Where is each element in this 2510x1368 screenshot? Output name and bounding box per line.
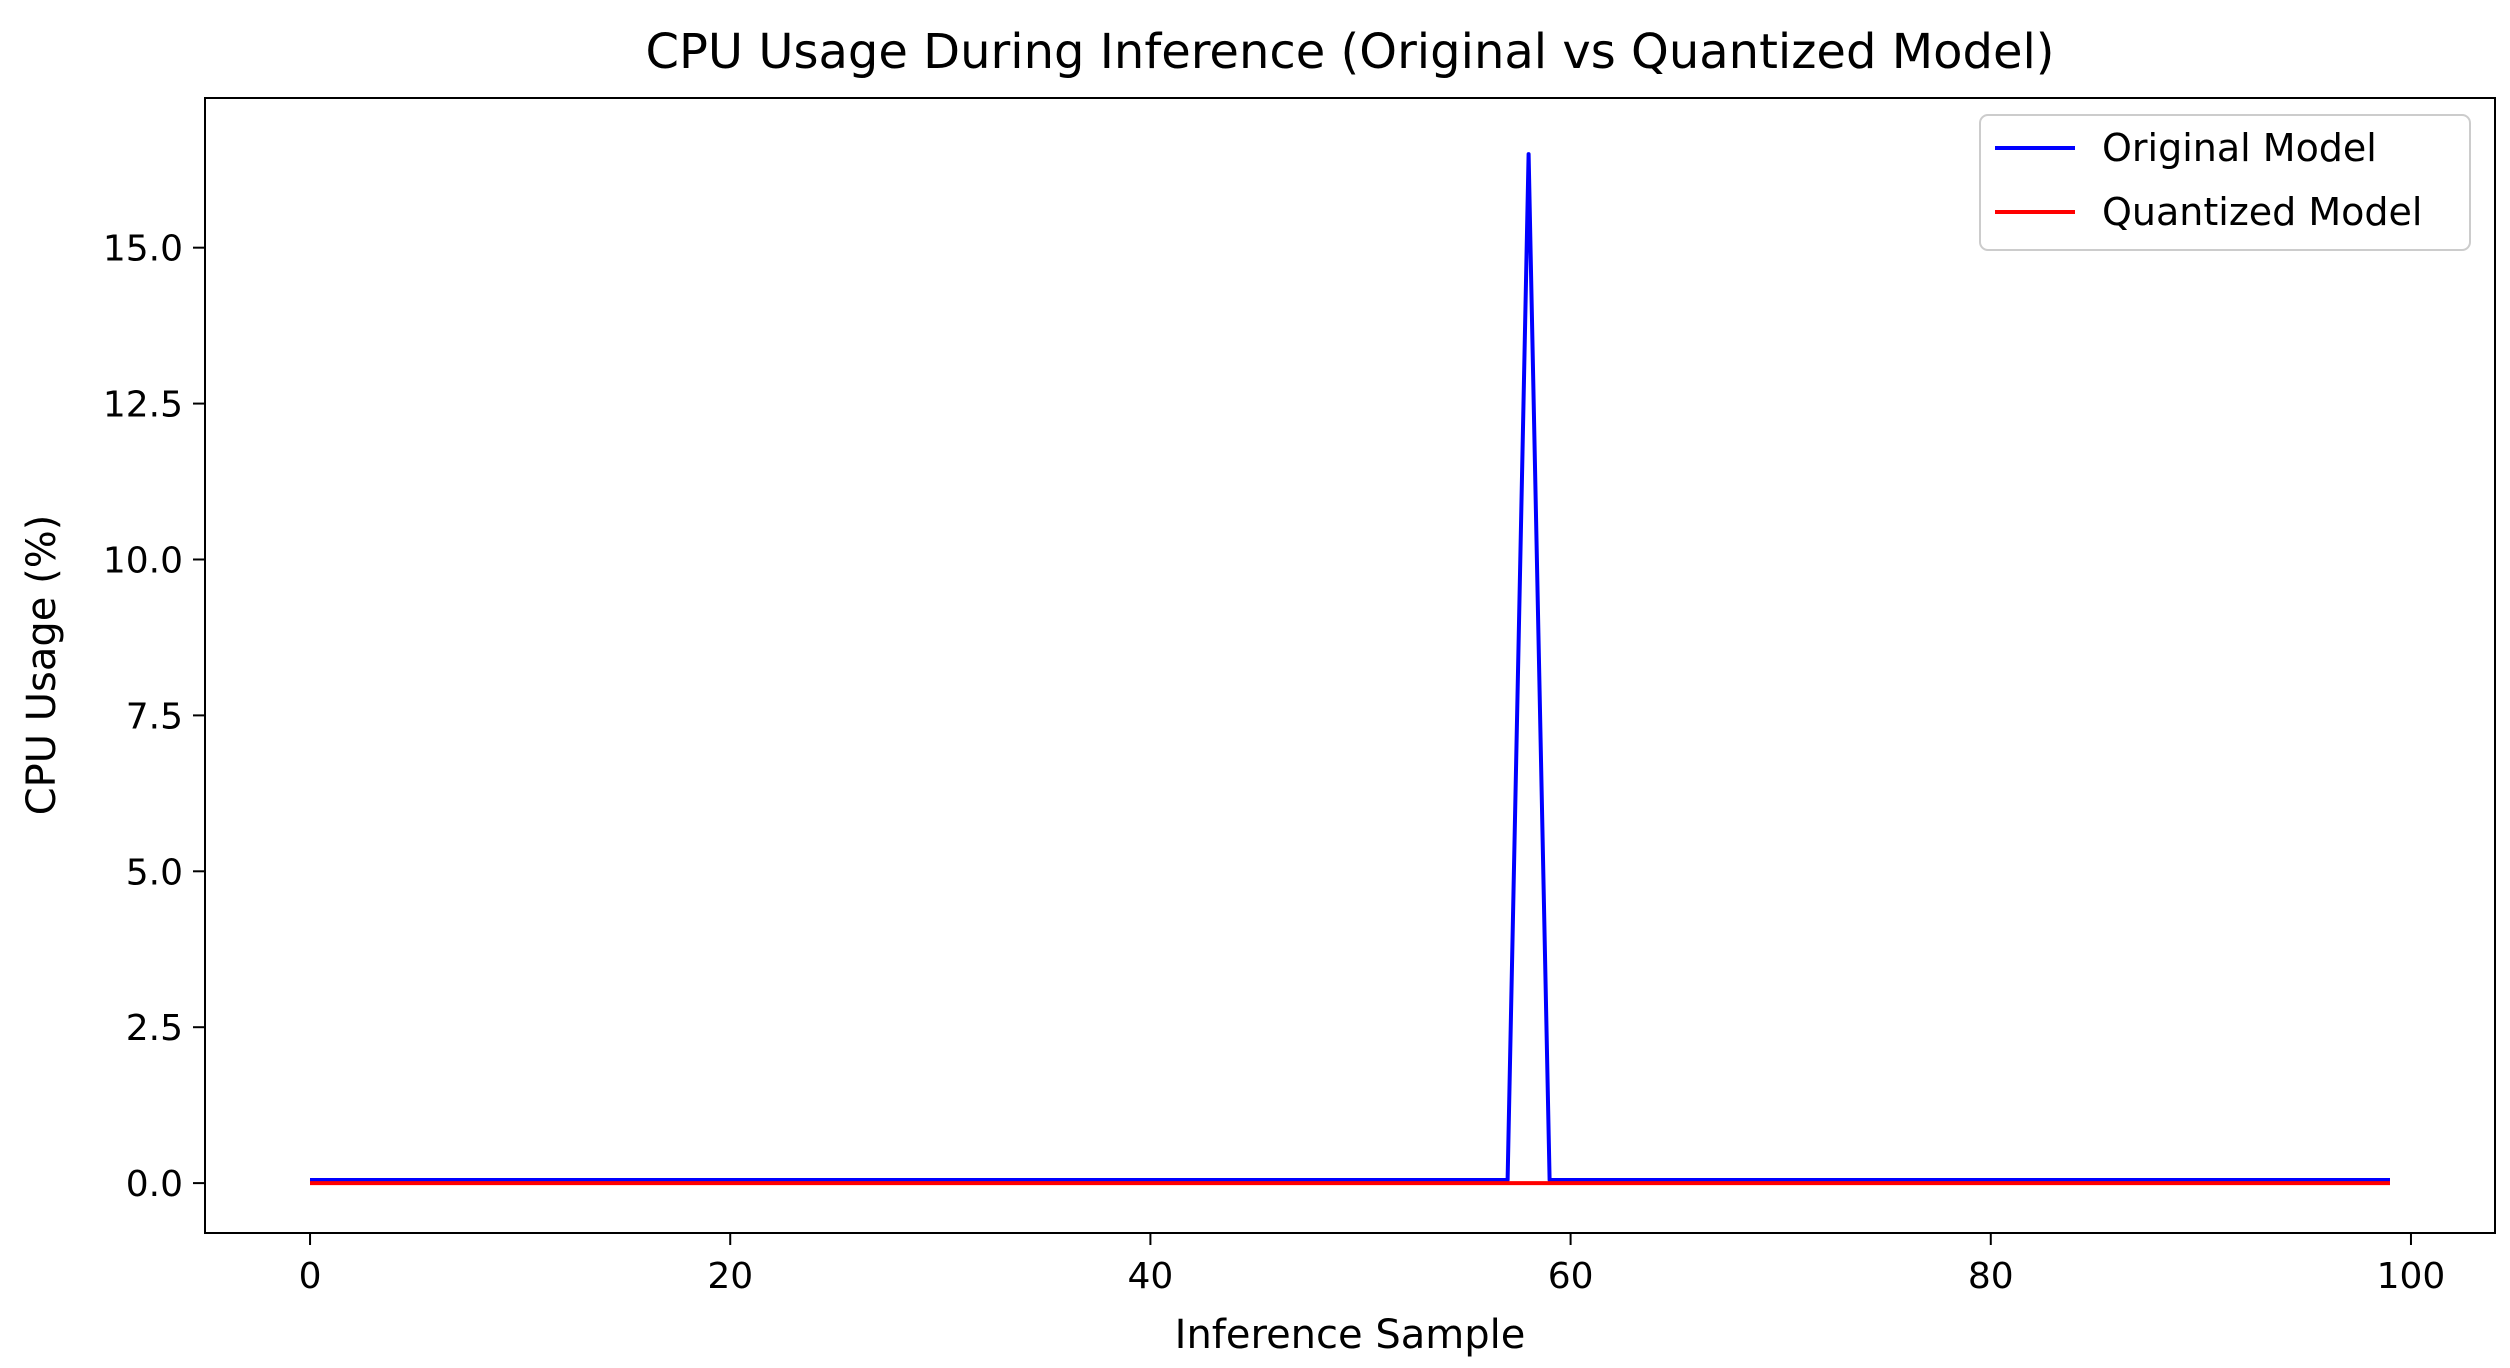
x-tick-label: 0: [299, 1256, 322, 1297]
y-axis: 0.0 2.5 5.0 7.5 10.0 12.5 15.0: [103, 229, 205, 1205]
legend-entry-original-model: Original Model: [2102, 126, 2377, 170]
y-tick-label: 10.0: [103, 540, 183, 581]
x-axis: 0 20 40 60 80 100: [299, 1233, 2446, 1297]
x-tick-label: 60: [1548, 1256, 1594, 1297]
y-tick-label: 2.5: [126, 1008, 183, 1049]
legend: Original Model Quantized Model: [1979, 114, 2471, 251]
chart-title: CPU Usage During Inference (Original vs …: [645, 24, 2054, 80]
y-tick-label: 12.5: [103, 385, 183, 426]
x-tick-label: 40: [1128, 1256, 1174, 1297]
legend-entry-quantized-model: Quantized Model: [2102, 190, 2422, 234]
x-tick-label: 20: [707, 1256, 753, 1297]
series-line-original-model: [310, 152, 2390, 1182]
x-tick-label: 100: [2377, 1256, 2446, 1297]
axes-frame: [204, 97, 2496, 1234]
y-tick-label: 15.0: [103, 229, 183, 270]
x-tick-label: 80: [1968, 1256, 2014, 1297]
y-tick-label: 5.0: [126, 852, 183, 893]
plot-area: [310, 152, 2390, 1186]
y-tick-label: 7.5: [126, 696, 183, 737]
x-axis-label: Inference Sample: [1175, 1312, 1526, 1358]
y-axis-label: CPU Usage (%): [19, 515, 65, 816]
y-tick-label: 0.0: [126, 1164, 183, 1205]
legend-box: [1979, 114, 2471, 251]
